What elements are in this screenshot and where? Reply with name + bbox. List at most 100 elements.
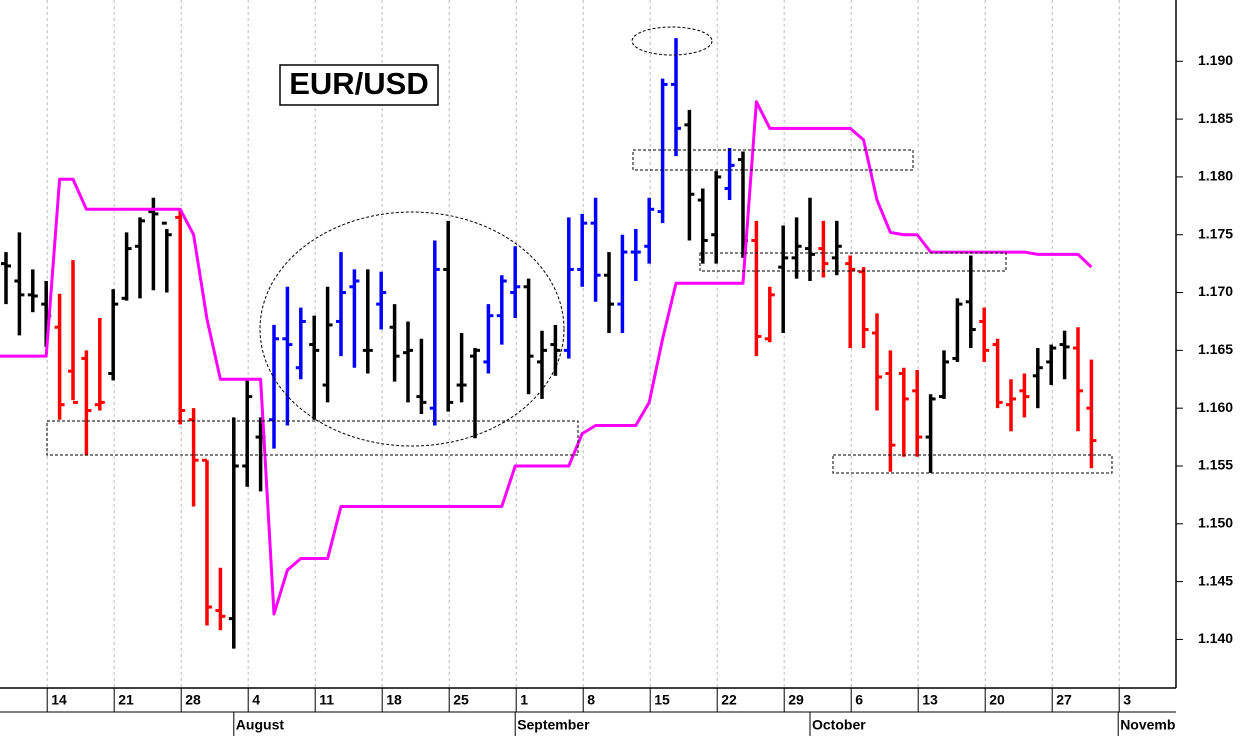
- x-tick-label: 29: [788, 692, 804, 708]
- month-label: November: [1120, 717, 1189, 733]
- x-tick-label: 13: [922, 692, 938, 708]
- ohlc-bar: #000000: [939, 350, 949, 399]
- ohlc-bar: #ff0000: [81, 350, 92, 456]
- ohlc-bar: #0000ff: [657, 78, 668, 224]
- y-tick-label: 1.175: [1198, 225, 1233, 241]
- plot: #000000#000000#000000#000000#ff0000#ff00…: [0, 38, 1097, 649]
- ohlc-bar: #000000: [684, 109, 695, 241]
- y-tick-label: 1.155: [1198, 457, 1233, 473]
- ohlc-bar: #ff0000: [898, 367, 909, 457]
- ohlc-bar: #000000: [27, 269, 38, 313]
- ohlc-bar: #000000: [1046, 344, 1057, 386]
- ohlc-bar: #0000ff: [496, 275, 507, 345]
- ohlc-bar: #000000: [416, 338, 427, 414]
- ohlc-bar: #0000ff: [644, 197, 655, 264]
- ohlc-bar: #000000: [1032, 348, 1043, 409]
- ohlc-bar: #ff0000: [885, 350, 896, 472]
- y-tick-label: 1.160: [1198, 399, 1233, 415]
- ohlc-bar: #000000: [322, 286, 333, 403]
- ohlc-bar: #ff0000: [54, 293, 65, 420]
- y-tick-label: 1.170: [1198, 283, 1233, 299]
- y-tick-label: 1.185: [1198, 110, 1233, 126]
- ohlc-bar: #000000: [550, 324, 561, 376]
- x-tick-label: 8: [587, 692, 595, 708]
- ohlc-bar: #000000: [1, 252, 11, 305]
- support-box: [832, 454, 1113, 474]
- ohlc-bar: #000000: [135, 217, 145, 299]
- ohlc-bar: #ff0000: [1019, 373, 1030, 418]
- ohlc-bar: #ff0000: [751, 220, 762, 357]
- ohlc-bar: #ff0000: [992, 338, 1003, 409]
- y-tick-label: 1.180: [1198, 168, 1233, 184]
- ohlc-bar: #000000: [952, 298, 963, 362]
- x-tick-label: 25: [453, 692, 469, 708]
- ohlc-bar: #ff0000: [68, 260, 78, 404]
- x-tick-label: 28: [185, 692, 201, 708]
- ohlc-bar: #0000ff: [376, 271, 387, 330]
- ohlc-bar: #000000: [456, 333, 467, 403]
- ohlc-bar: #0000ff: [724, 148, 735, 201]
- ohlc-bar: #000000: [309, 315, 320, 420]
- x-tick-label: 3: [1123, 692, 1131, 708]
- ohlc-bar: #000000: [121, 232, 132, 301]
- ohlc-bar: #000000: [148, 197, 159, 291]
- month-label: September: [517, 717, 590, 733]
- month-label: October: [812, 717, 866, 733]
- ohlc-bar: #000000: [362, 269, 373, 374]
- ohlc-bar: #000000: [389, 304, 400, 382]
- ohlc-bar: #ff0000: [979, 307, 990, 362]
- ohlc-bar: #0000ff: [349, 269, 360, 368]
- support-box: [46, 420, 579, 456]
- month-label: August: [236, 717, 285, 733]
- ohlc-bar: #0000ff: [295, 307, 306, 380]
- y-tick-label: 1.140: [1198, 630, 1233, 646]
- level-box: [699, 252, 1007, 272]
- ohlc-bar: #0000ff: [577, 213, 588, 287]
- ohlc-bar: #ff0000: [188, 408, 199, 507]
- ohlc-bar: #000000: [228, 417, 239, 649]
- ohlc-bar: #000000: [791, 217, 802, 279]
- ohlc-bar: #ff0000: [764, 286, 775, 343]
- ohlc-bar: #ff0000: [175, 209, 186, 425]
- ohlc-bar: #0000ff: [282, 286, 293, 426]
- ohlc-bar: #ff0000: [912, 370, 923, 457]
- y-tick-label: 1.145: [1198, 572, 1233, 588]
- x-tick-label: 22: [721, 692, 737, 708]
- ohlc-bar: #0000ff: [429, 240, 440, 426]
- title-box: [279, 64, 439, 106]
- ohlc-bar: #ff0000: [845, 255, 856, 349]
- stop-line: [0, 100, 1093, 616]
- ohlc-bar: #000000: [778, 225, 789, 334]
- ohlc-bar: #0000ff: [336, 252, 346, 357]
- ohlc-bar: #ff0000: [215, 567, 226, 631]
- ohlc-bar: #000000: [242, 379, 253, 487]
- ohlc-bar: #ff0000: [94, 317, 105, 411]
- ohlc-bar: #ff0000: [202, 458, 212, 626]
- x-tick-label: 20: [989, 692, 1005, 708]
- x-tick-label: 1: [520, 692, 528, 708]
- ohlc-bar: #000000: [161, 221, 172, 293]
- ohlc-bar: #0000ff: [269, 324, 279, 449]
- x-tick-label: 11: [319, 692, 334, 708]
- x-tick-label: 6: [855, 692, 863, 708]
- ohlc-bar: #000000: [805, 197, 815, 281]
- ohlc-bar: #000000: [604, 252, 614, 334]
- ohlc-bar: #0000ff: [590, 197, 601, 302]
- ohlc-bar: #000000: [697, 188, 708, 264]
- ohlc-bar: #0000ff: [617, 234, 628, 334]
- annotations: [46, 26, 1113, 474]
- resistance-box: [632, 149, 914, 171]
- ohlc-bar: #0000ff: [510, 246, 521, 318]
- ohlc-bar: #000000: [443, 220, 454, 412]
- ohlc-bar: #000000: [14, 232, 25, 336]
- ohlc-bar: #000000: [711, 171, 722, 264]
- ohlc-bar: #0000ff: [630, 228, 641, 281]
- x-tick-label: 15: [654, 692, 670, 708]
- y-tick-label: 1.190: [1198, 52, 1233, 68]
- x-tick-label: 21: [118, 692, 134, 708]
- range-ellipse: [259, 211, 565, 447]
- ohlc-bar: #ff0000: [818, 220, 829, 278]
